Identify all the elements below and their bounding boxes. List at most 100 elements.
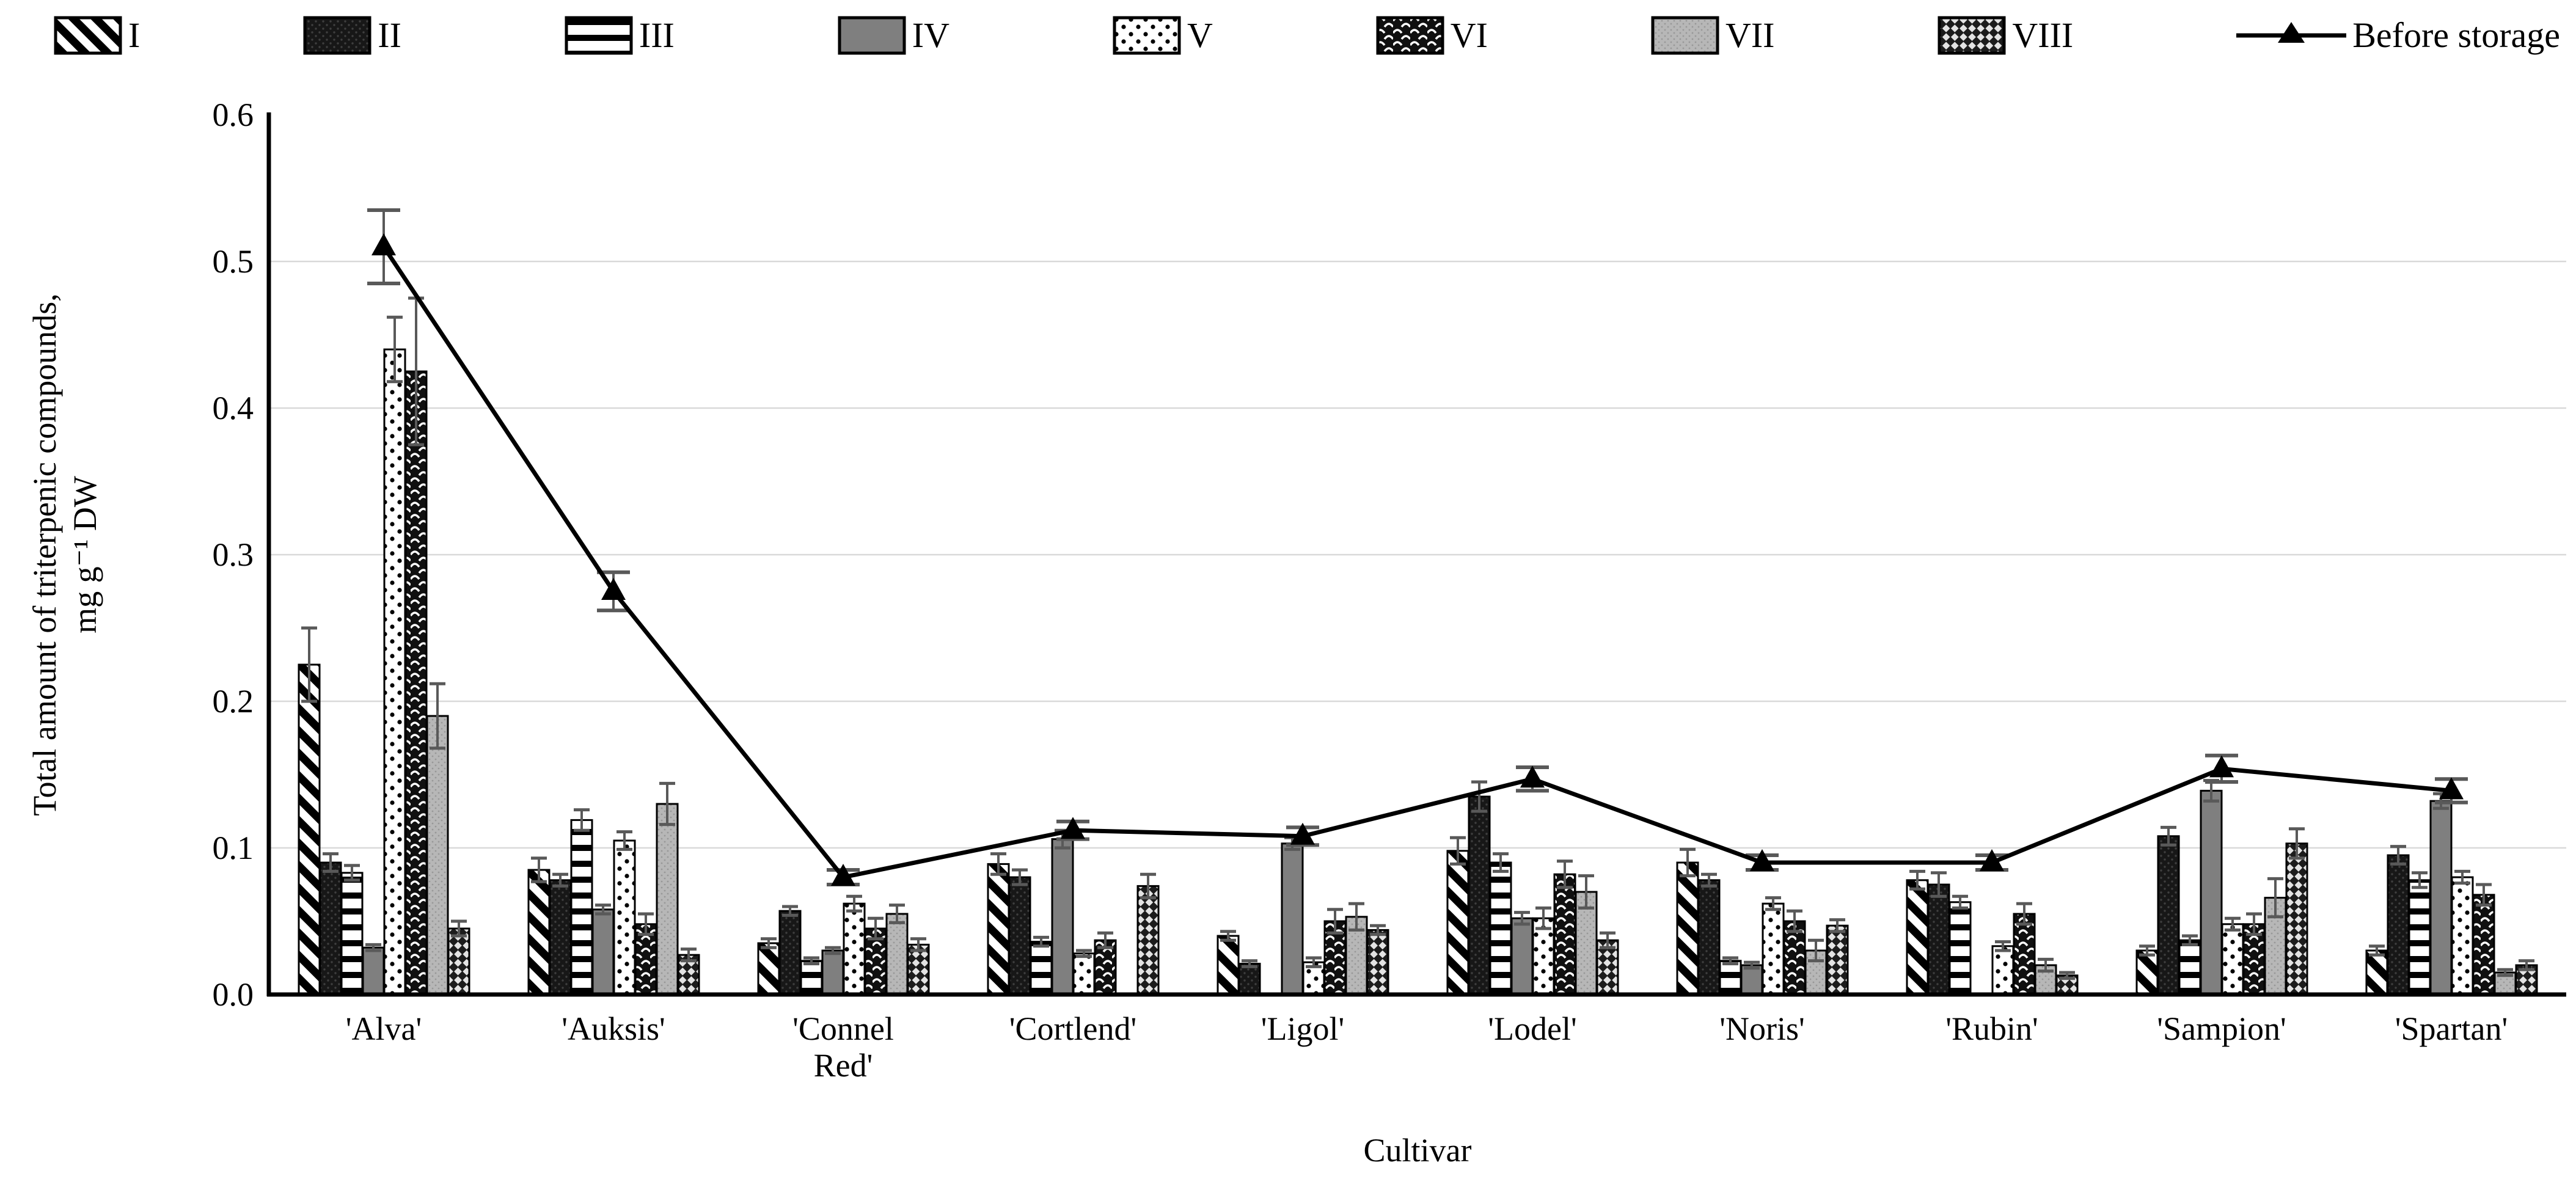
y-axis-title: Total amount of triterpenic compounds, m…: [24, 97, 110, 1013]
bar-IV: [2429, 800, 2453, 996]
legend-label: VII: [1725, 15, 1775, 55]
bar-III: [2178, 939, 2201, 996]
legend-swatch-dark-waves-icon: [1376, 16, 1444, 55]
legend-label: VI: [1450, 15, 1488, 55]
bar-V: [383, 348, 406, 996]
bar-II: [778, 910, 802, 996]
bar-II: [2157, 835, 2180, 996]
x-tick-label: 'Connel Red': [792, 1010, 894, 1084]
before-storage-marker: [1980, 849, 2004, 871]
y-tick-label: 0.5: [212, 243, 254, 280]
legend-label: II: [378, 15, 401, 55]
legend-item-series-1: I: [54, 16, 140, 55]
bar-I: [2365, 949, 2388, 996]
legend-line-marker-icon: [2236, 22, 2347, 43]
bar-V: [2221, 923, 2244, 996]
x-tick-label: 'Cortlend': [1009, 1010, 1137, 1047]
bar-VIII: [907, 943, 930, 996]
bar-VI: [404, 370, 428, 996]
legend-item-series-7: VII: [1651, 15, 1775, 55]
bar-II: [1008, 876, 1031, 996]
legend-item-before-storage: Before storage: [2236, 16, 2560, 55]
before-storage-marker: [601, 578, 626, 600]
bar-V: [1072, 952, 1096, 996]
legend-swatch-white-dots-icon: [1113, 16, 1181, 55]
bar-V: [2451, 876, 2474, 996]
y-tick-label: 0.1: [212, 830, 254, 866]
bar-VII: [656, 803, 679, 996]
bar-I: [1676, 861, 1699, 996]
bar-I: [2135, 949, 2159, 996]
bar-VI: [1094, 939, 1117, 996]
bar-I: [757, 942, 780, 996]
x-tick-label: 'Rubin': [1945, 1010, 2038, 1047]
bar-VII: [885, 913, 909, 996]
bar-I: [1906, 879, 1929, 996]
x-tick-label: 'Lodel': [1488, 1010, 1577, 1047]
bar-III: [1489, 861, 1512, 996]
bar-II: [319, 861, 342, 996]
x-tick-label: 'Ligol': [1261, 1010, 1345, 1047]
bar-V: [1991, 945, 2014, 996]
bar-III: [340, 872, 364, 996]
bar-II: [549, 879, 572, 996]
before-storage-marker: [1520, 765, 1545, 788]
bar-IV: [2200, 789, 2223, 996]
y-tick-label: 0.2: [212, 683, 254, 720]
bar-VII: [426, 715, 449, 996]
chart-legend: I II III IV V VI VII VIII: [54, 4, 2560, 67]
before-storage-marker: [371, 233, 396, 255]
before-storage-marker: [1750, 849, 1774, 871]
x-tick-label: 'Spartan': [2395, 1010, 2508, 1047]
x-tick-label: 'Sampion': [2157, 1010, 2286, 1047]
bar-III: [800, 960, 823, 996]
bar-III: [570, 819, 593, 996]
legend-swatch-horizontal-lines-icon: [565, 16, 633, 55]
before-storage-marker: [2439, 777, 2464, 800]
legend-label: IV: [912, 15, 950, 55]
bar-IV: [1051, 838, 1074, 996]
bar-IV: [1281, 842, 1304, 996]
legend-item-series-4: IV: [838, 16, 950, 55]
legend-item-series-3: III: [565, 16, 675, 55]
x-tick-label: 'Auksis': [562, 1010, 665, 1047]
legend-item-series-8: VIII: [1937, 16, 2073, 55]
before-storage-line: [382, 246, 2452, 880]
y-tick-label: 0.3: [212, 536, 254, 573]
bar-VI: [1553, 873, 1576, 996]
legend-label: VIII: [2012, 15, 2074, 55]
bar-IV: [1740, 964, 1763, 996]
bar-III: [1948, 901, 1972, 996]
bar-I: [1217, 935, 1240, 996]
bar-VIII: [1366, 929, 1389, 996]
legend-swatch-solid-gray-icon: [838, 16, 906, 55]
legend-label: V: [1187, 15, 1213, 55]
bar-I: [527, 869, 551, 996]
bar-II: [1697, 879, 1721, 996]
bar-VI: [2472, 894, 2495, 996]
before-storage-marker: [1061, 817, 1085, 839]
legend-label: III: [639, 15, 675, 55]
bar-I: [298, 663, 321, 996]
bar-II: [1927, 883, 1950, 996]
x-axis-title: Cultivar: [1363, 1132, 1472, 1169]
bar-V: [1762, 902, 1785, 996]
bar-IV: [362, 946, 385, 996]
bar-III: [2408, 879, 2431, 996]
bar-I: [987, 863, 1010, 996]
legend-item-series-5: V: [1113, 16, 1213, 55]
bar-VI: [2013, 913, 2036, 996]
before-storage-marker: [2209, 755, 2234, 778]
y-tick-label: 0.4: [212, 390, 254, 426]
legend-label: I: [128, 15, 141, 55]
legend-swatch-light-gray-icon: [1651, 16, 1719, 55]
y-axis-title-line2: mg g⁻¹ DW: [67, 476, 103, 633]
legend-swatch-diagonal-hatch-icon: [54, 16, 122, 55]
bar-IV: [821, 949, 844, 996]
bar-VIII: [447, 927, 470, 996]
bar-VIII: [1136, 885, 1160, 996]
x-tick-label: 'Alva': [345, 1010, 422, 1047]
bar-III: [1030, 941, 1053, 996]
